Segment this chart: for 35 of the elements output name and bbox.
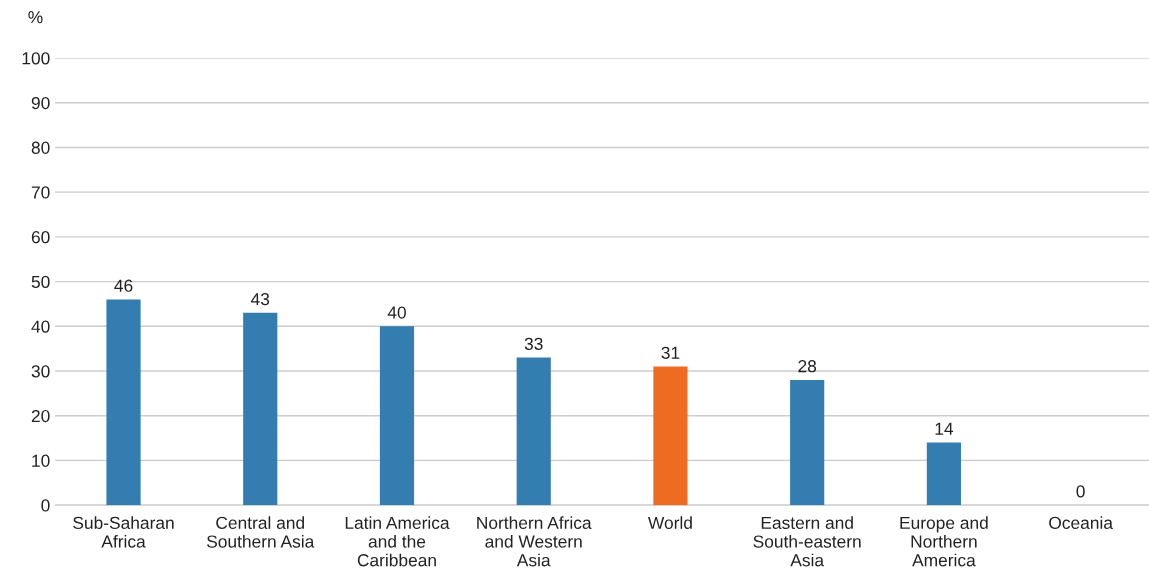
x-tick-label: Latin America and the Caribbean [345,516,450,567]
data-label: 31 [661,346,680,359]
data-label: 0 [1076,485,1085,498]
y-tick-label: 50 [31,275,50,289]
x-tick-label: Europe and Northern America [900,516,988,567]
x-tick-label: Eastern and South-eastern Asia [753,516,861,567]
bar [926,442,961,506]
data-label: 28 [798,360,817,373]
y-tick-label: 70 [31,186,50,199]
x-tick-label: Northern Africa and Western Asia [477,516,592,567]
y-tick-label: 20 [31,409,50,423]
bar [243,312,278,506]
x-tick-label: World [648,516,692,529]
y-axis-title: % [28,11,43,24]
data-label: 40 [387,306,406,319]
x-tick-label: Sub-Saharan Africa [73,516,174,548]
x-tick-label: Central and Southern Asia [206,516,315,548]
y-tick-label: 10 [32,454,50,467]
y-tick-label: 0 [41,499,50,512]
data-label: 43 [250,292,270,306]
data-label: 33 [524,337,543,350]
bar [653,366,688,506]
data-label: 14 [935,422,954,435]
y-tick-label: 100 [22,52,50,65]
y-tick-label: 30 [31,365,50,378]
y-tick-label: 40 [31,320,50,333]
bar [516,357,551,506]
y-tick-label: 60 [31,231,50,244]
data-label: 46 [114,279,133,292]
y-tick-label: 90 [31,96,50,110]
bar [790,379,825,506]
bar [379,326,415,506]
x-tick-label: Oceania [1049,516,1113,529]
y-tick-label: 80 [31,141,50,154]
bar [106,299,141,506]
